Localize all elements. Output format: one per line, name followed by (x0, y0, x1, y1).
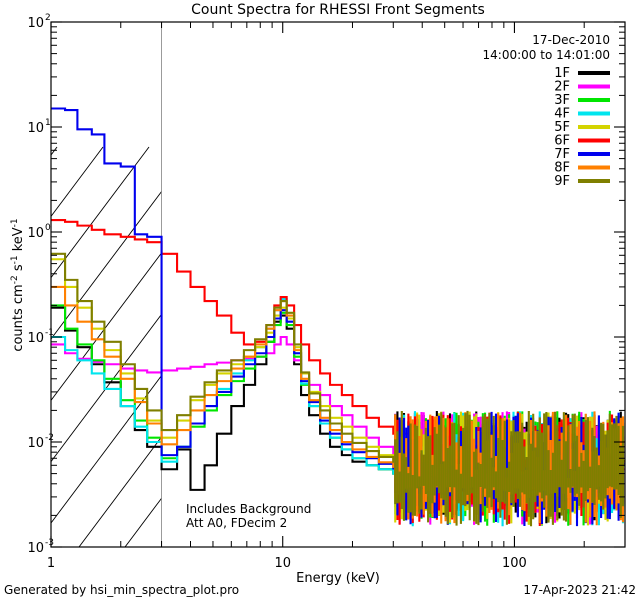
x-tick-label: 100 (502, 556, 527, 571)
observation-time-range: 14:00:00 to 14:01:00 (483, 48, 610, 62)
x-tick-labels: 1 10 100 (47, 556, 527, 571)
hatched-exclusion-region (51, 22, 162, 547)
x-tick-label: 10 (274, 556, 291, 571)
plot-frame (50, 21, 626, 548)
note-includes-background: Includes Background (186, 502, 311, 516)
y-axis-label: counts cm-2 s-1 keV-1 (10, 218, 26, 351)
y-axis-label-part3: keV (11, 227, 26, 255)
legend-label-6F: 6F (554, 134, 570, 149)
y-tick-label: 10 2 (27, 13, 50, 31)
y-axis-label-part2: s (11, 264, 26, 275)
svg-text:10: 10 (27, 541, 44, 556)
svg-text:-1: -1 (45, 328, 54, 338)
observation-date: 17-Dec-2010 (532, 33, 610, 47)
y-axis-label-exp3: -1 (10, 218, 20, 227)
svg-text:10: 10 (27, 121, 44, 136)
legend-label-8F: 8F (554, 161, 570, 176)
legend-label-7F: 7F (554, 147, 570, 162)
spectra-curves (51, 107, 625, 527)
svg-text:1: 1 (45, 118, 51, 128)
y-tick-label: 10 -3 (27, 538, 54, 556)
legend-label-4F: 4F (554, 107, 570, 122)
svg-text:-2: -2 (45, 433, 54, 443)
legend-label-1F: 1F (554, 66, 570, 81)
y-axis-label-part1: counts cm (11, 284, 26, 351)
y-tick-label: 10 -2 (27, 433, 54, 451)
page-title: Count Spectra for RHESSI Front Segments (191, 2, 485, 18)
note-attenuator-state: Att A0, FDecim 2 (186, 516, 287, 530)
svg-text:0: 0 (45, 223, 51, 233)
footer-generated-by: Generated by hsi_min_spectra_plot.pro (4, 583, 239, 597)
y-tick-label: 10 1 (27, 118, 50, 136)
footer-timestamp: 17-Apr-2023 21:42 (523, 583, 636, 597)
spectrum-noise-9F (394, 410, 625, 527)
y-tick-label: 10 -1 (27, 328, 54, 346)
svg-text:10: 10 (27, 331, 44, 346)
legend-label-2F: 2F (554, 80, 570, 95)
x-tick-label: 1 (47, 556, 55, 571)
x-axis-label: Energy (keV) (296, 571, 380, 586)
svg-text:10: 10 (27, 16, 44, 31)
svg-text:10: 10 (27, 436, 44, 451)
legend-label-9F: 9F (554, 174, 570, 189)
svg-text:10: 10 (27, 226, 44, 241)
y-axis-label-exp2: -1 (10, 255, 20, 264)
legend-label-5F: 5F (554, 120, 570, 135)
svg-text:2: 2 (45, 13, 51, 23)
y-tick-label: 10 0 (27, 223, 51, 241)
svg-text:counts cm-2 s-1 keV-1: counts cm-2 s-1 keV-1 (10, 218, 26, 351)
y-axis-label-exp1: -2 (10, 275, 20, 284)
legend-label-3F: 3F (554, 93, 570, 108)
svg-text:-3: -3 (45, 538, 54, 548)
